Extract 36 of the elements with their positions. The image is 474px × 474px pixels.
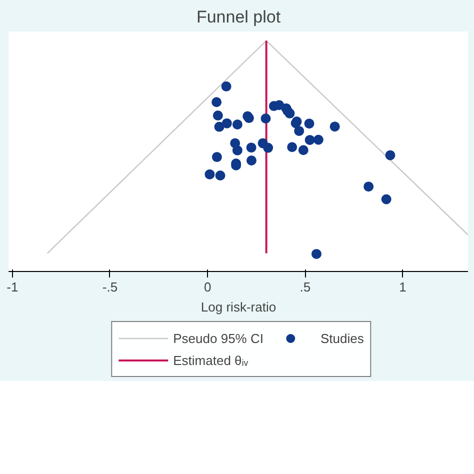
point	[381, 194, 392, 204]
point	[260, 114, 271, 124]
point	[221, 81, 232, 92]
point	[246, 156, 256, 166]
legend-label: Pseudo 95% CI	[173, 330, 264, 346]
point	[304, 134, 315, 145]
point	[215, 170, 226, 180]
legend-label: Studies	[320, 330, 364, 346]
point	[364, 182, 374, 192]
point	[298, 145, 308, 156]
point	[287, 142, 298, 152]
point	[385, 150, 396, 160]
x-tick-label: -.5	[102, 280, 118, 294]
x-axis-title: Log risk-ratio	[200, 300, 276, 314]
point	[232, 120, 242, 130]
x-tick-label: 0	[204, 280, 212, 294]
point	[212, 110, 223, 120]
point	[313, 134, 324, 145]
point	[246, 142, 256, 153]
x-tick-label: 1	[399, 280, 406, 294]
chart-title: Funnel plot	[196, 8, 281, 26]
point	[212, 152, 222, 162]
point	[263, 142, 274, 153]
x-tick-label: -1	[6, 280, 18, 294]
legend-label: Estimated θᵢᵥ	[173, 352, 248, 368]
point	[311, 248, 322, 259]
point	[214, 122, 224, 132]
point	[330, 122, 340, 132]
point	[212, 97, 222, 108]
point	[304, 118, 314, 129]
point	[294, 126, 304, 136]
point	[232, 145, 242, 156]
point	[284, 108, 295, 118]
x-tick-label: .5	[300, 280, 311, 294]
point	[222, 118, 232, 128]
point	[204, 169, 215, 180]
